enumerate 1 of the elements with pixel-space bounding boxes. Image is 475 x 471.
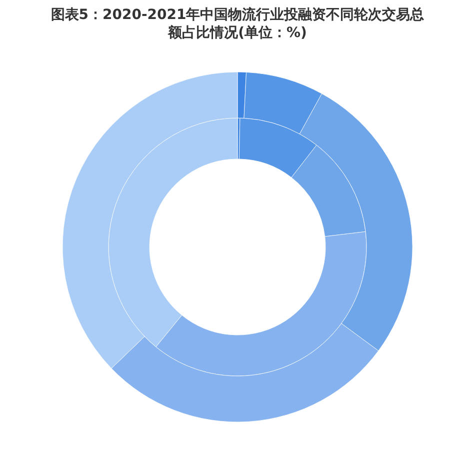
chart-title: 图表5：2020-2021年中国物流行业投融资不同轮次交易总额占比情况(单位：%) bbox=[50, 6, 426, 43]
